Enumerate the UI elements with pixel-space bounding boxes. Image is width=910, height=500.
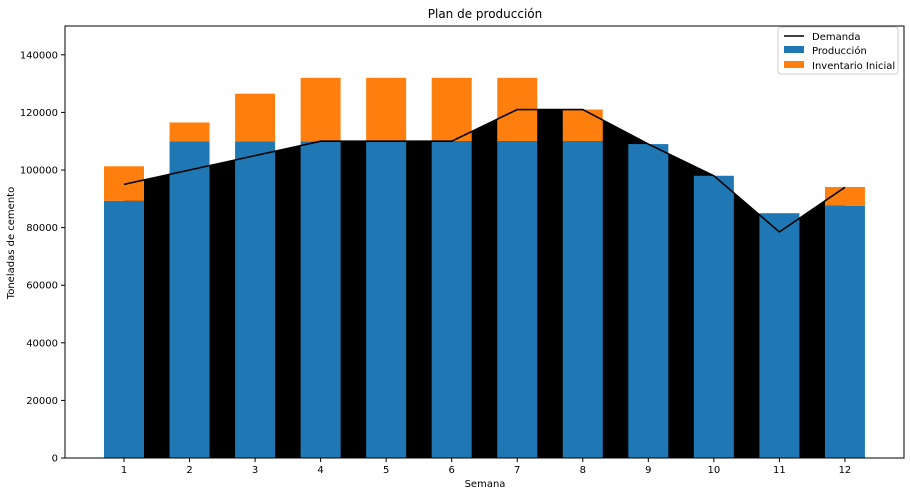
bar-inventario-3	[235, 93, 276, 142]
legend-frame	[777, 26, 899, 75]
legend-produccion-swatch	[784, 46, 804, 53]
x-tick-label: 10	[707, 465, 720, 476]
bar-inventario-4	[300, 77, 341, 142]
x-tick-label: 12	[839, 465, 852, 476]
bar-produccion-11	[759, 213, 800, 458]
y-tick-label: 60000	[26, 281, 58, 292]
bar-produccion-2	[169, 141, 210, 458]
x-tick-label: 9	[645, 465, 651, 476]
plot-frame	[64, 25, 905, 459]
axes-layer: 0 20000 40000 60000 80000 100000 120000 140000 1…	[20, 25, 905, 476]
bar-produccion-3	[235, 141, 276, 458]
x-tick-label: 2	[186, 465, 192, 476]
y-tick-label: 40000	[26, 338, 58, 349]
legend: Demanda Producción Inventario Inicial	[777, 26, 899, 75]
x-tick-label: 1	[121, 465, 127, 476]
x-tick-label: 3	[252, 465, 258, 476]
y-tick-label: 20000	[26, 396, 58, 407]
y-tick-label: 0	[52, 454, 58, 465]
bar-produccion-5	[366, 141, 407, 458]
x-tick-label: 11	[773, 465, 786, 476]
chart-title: Plan de producción	[428, 7, 543, 21]
x-tick-label: 5	[383, 465, 389, 476]
x-tick-label: 8	[580, 465, 586, 476]
bar-produccion-9	[628, 144, 669, 458]
y-tick-label: 120000	[20, 108, 58, 119]
x-axis-label: Semana	[465, 479, 506, 490]
x-tick-label: 7	[514, 465, 520, 476]
bar-inventario-5	[366, 77, 407, 142]
x-tick-label: 6	[449, 465, 455, 476]
legend-demanda-label: Demanda	[812, 32, 861, 43]
bar-inventario-8	[562, 109, 603, 142]
bar-produccion-8	[562, 141, 603, 458]
legend-inventario-swatch	[784, 61, 804, 68]
bar-produccion-10	[693, 175, 734, 458]
legend-produccion-label: Producción	[812, 45, 867, 57]
legend-inventario-label: Inventario Inicial	[812, 61, 895, 72]
y-axis-label: Toneladas de cemento	[6, 187, 17, 300]
bar-inventario-12	[824, 186, 865, 206]
bars-layer	[104, 77, 865, 459]
bar-inventario-1	[104, 166, 144, 201]
bar-inventario-2	[169, 122, 210, 142]
bar-produccion-6	[431, 141, 472, 458]
y-tick-label: 100000	[20, 166, 58, 177]
bar-produccion-7	[497, 141, 538, 458]
bar-produccion-4	[300, 141, 341, 458]
demand-line-layer	[123, 108, 846, 233]
demand-line	[123, 108, 846, 233]
y-tick-label: 80000	[26, 223, 58, 234]
bar-produccion-1	[104, 200, 144, 459]
x-tick-label: 4	[317, 465, 323, 476]
y-tick-label: 140000	[20, 50, 58, 61]
bar-produccion-12	[824, 205, 865, 458]
bar-inventario-6	[431, 77, 472, 142]
